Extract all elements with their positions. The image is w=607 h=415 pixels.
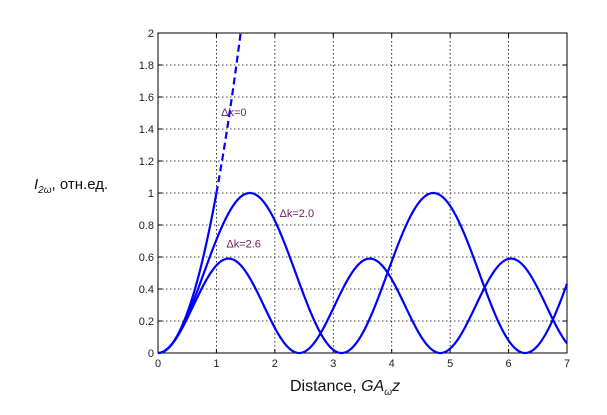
series-dk2-0-line xyxy=(157,191,569,355)
series-dk2-6-line xyxy=(157,257,568,355)
y-tick-label: 2 xyxy=(148,28,154,40)
y-tick-label: 1 xyxy=(148,188,154,200)
y-tick-label: 0.8 xyxy=(139,220,154,232)
series-annotation: Δk=2.6 xyxy=(226,238,261,250)
y-tick-label: 0.4 xyxy=(139,284,154,296)
series-annotations: Δk=0 Δk=2.0 Δk=2.6 xyxy=(221,107,314,250)
axis-ticks: 0 1 2 3 4 5 6 7 0 0.2 0.4 0.6 0.8 1 1.2 1.4 1.6 1.8 2 xyxy=(139,28,570,370)
x-axis-variable: z xyxy=(392,378,401,395)
x-axis-text: Distance, xyxy=(290,378,362,395)
x-axis-subscript: ω xyxy=(384,387,393,398)
y-tick-label: 0.6 xyxy=(139,252,154,264)
grid-lines xyxy=(158,33,567,353)
series-lines xyxy=(157,32,569,355)
series-dk0-dashed-line xyxy=(215,32,242,194)
y-axis-label: I2ω, отн.ед. xyxy=(34,176,108,196)
y-tick-label: 1.6 xyxy=(139,92,154,104)
y-tick-label: 1.2 xyxy=(139,156,154,168)
y-tick-label: 0 xyxy=(148,348,154,360)
x-tick-label: 0 xyxy=(155,358,161,370)
x-tick-label: 3 xyxy=(330,358,336,370)
x-tick-label: 6 xyxy=(506,358,512,370)
x-axis-label: Distance, GAωz xyxy=(290,378,400,398)
series-annotation: Δk=0 xyxy=(221,107,246,119)
y-axis-symbol: I xyxy=(34,176,39,193)
x-tick-label: 7 xyxy=(564,358,570,370)
y-tick-label: 1.8 xyxy=(139,60,154,72)
x-tick-label: 4 xyxy=(389,358,395,370)
y-axis-subscript: 2ω xyxy=(38,185,52,196)
x-tick-label: 2 xyxy=(272,358,278,370)
y-tick-label: 0.2 xyxy=(139,316,154,328)
x-tick-label: 1 xyxy=(213,358,219,370)
y-axis-unit: , отн.ед. xyxy=(51,176,109,193)
series-annotation: Δk=2.0 xyxy=(280,208,315,220)
x-tick-label: 5 xyxy=(447,358,453,370)
y-tick-label: 1.4 xyxy=(139,124,154,136)
x-axis-symbol: GA xyxy=(361,378,385,395)
